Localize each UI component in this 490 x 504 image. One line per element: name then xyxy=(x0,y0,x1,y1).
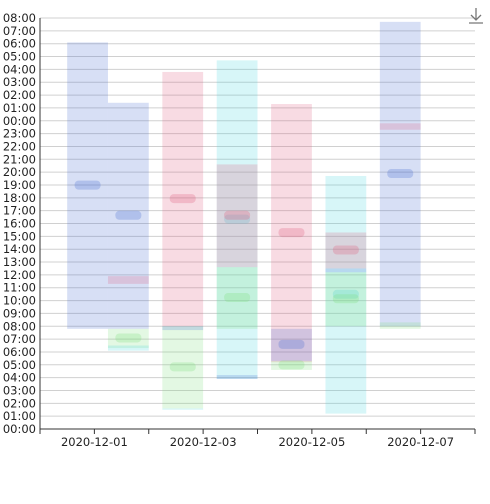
y-tick-label: 04:00 xyxy=(3,62,36,76)
bar xyxy=(107,102,149,329)
y-tick-label: 23:00 xyxy=(3,127,36,141)
y-tick-label: 02:00 xyxy=(3,88,36,102)
y-tick-label: 00:00 xyxy=(3,422,36,436)
y-tick-label: 20:00 xyxy=(3,165,36,179)
bar-label xyxy=(224,210,251,220)
y-tick-label: 08:00 xyxy=(3,11,36,25)
x-tick-label: 2020-12-05 xyxy=(278,435,345,449)
y-tick-label: 08:00 xyxy=(3,319,36,333)
y-tick-label: 14:00 xyxy=(3,242,36,256)
bar xyxy=(271,328,312,361)
bar xyxy=(216,164,258,268)
bar-label xyxy=(224,292,251,302)
y-tick-label: 19:00 xyxy=(3,178,36,192)
y-tick-label: 06:00 xyxy=(3,345,36,359)
bar xyxy=(67,42,108,329)
x-tick-label: 2020-12-07 xyxy=(387,435,454,449)
bar-label xyxy=(278,228,305,238)
y-tick-label: 00:00 xyxy=(3,114,36,128)
download-glyph xyxy=(469,8,483,24)
y-tick-label: 07:00 xyxy=(3,24,36,38)
download-icon[interactable] xyxy=(466,6,486,26)
grid xyxy=(40,17,475,430)
bar xyxy=(162,326,204,331)
y-tick-label: 07:00 xyxy=(3,332,36,346)
y-tick-label: 15:00 xyxy=(3,229,36,243)
bar xyxy=(162,408,204,410)
y-tick-label: 01:00 xyxy=(3,101,36,115)
bar-label xyxy=(332,289,359,299)
bar-label xyxy=(224,214,251,224)
bar xyxy=(325,175,367,414)
bar-label xyxy=(115,333,142,343)
bar-label xyxy=(332,245,359,255)
bar-label xyxy=(74,180,101,190)
bar xyxy=(379,21,421,327)
y-tick-label: 13:00 xyxy=(3,255,36,269)
bar xyxy=(325,272,367,327)
y-tick-label: 12:00 xyxy=(3,268,36,282)
bar xyxy=(216,60,258,379)
y-tick-label: 22:00 xyxy=(3,139,36,153)
y-tick-label: 10:00 xyxy=(3,294,36,308)
bar-label xyxy=(278,339,305,349)
bar xyxy=(271,360,312,370)
y-tick-label: 03:00 xyxy=(3,383,36,397)
bar xyxy=(162,326,204,409)
y-tick-label: 01:00 xyxy=(3,409,36,423)
bar xyxy=(162,71,204,327)
bar xyxy=(216,375,258,379)
bar xyxy=(107,345,149,351)
y-tick-label: 18:00 xyxy=(3,191,36,205)
x-tick-label: 2020-12-03 xyxy=(170,435,237,449)
bar-label xyxy=(278,360,305,370)
y-tick-label: 05:00 xyxy=(3,50,36,64)
y-tick-label: 16:00 xyxy=(3,217,36,231)
bar xyxy=(325,268,367,273)
y-tick-label: 09:00 xyxy=(3,306,36,320)
bar xyxy=(325,232,367,269)
bar xyxy=(107,328,149,349)
y-tick-label: 02:00 xyxy=(3,396,36,410)
axes: 00:0001:0002:0003:0004:0005:0006:0007:00… xyxy=(3,11,476,449)
bar-label xyxy=(169,362,196,372)
bar-label xyxy=(387,169,414,179)
bar xyxy=(107,276,149,284)
bar xyxy=(379,322,421,329)
bars xyxy=(67,21,421,414)
bar-label xyxy=(115,210,142,220)
bar xyxy=(271,104,312,363)
y-tick-label: 17:00 xyxy=(3,204,36,218)
y-tick-label: 04:00 xyxy=(3,371,36,385)
bar-label xyxy=(169,194,196,204)
y-tick-label: 11:00 xyxy=(3,281,36,295)
bar xyxy=(379,123,421,130)
bar xyxy=(216,267,258,329)
y-tick-label: 06:00 xyxy=(3,37,36,51)
y-tick-label: 21:00 xyxy=(3,152,36,166)
y-tick-label: 05:00 xyxy=(3,358,36,372)
bar-label xyxy=(332,294,359,304)
y-tick-label: 03:00 xyxy=(3,75,36,89)
x-tick-label: 2020-12-01 xyxy=(61,435,128,449)
